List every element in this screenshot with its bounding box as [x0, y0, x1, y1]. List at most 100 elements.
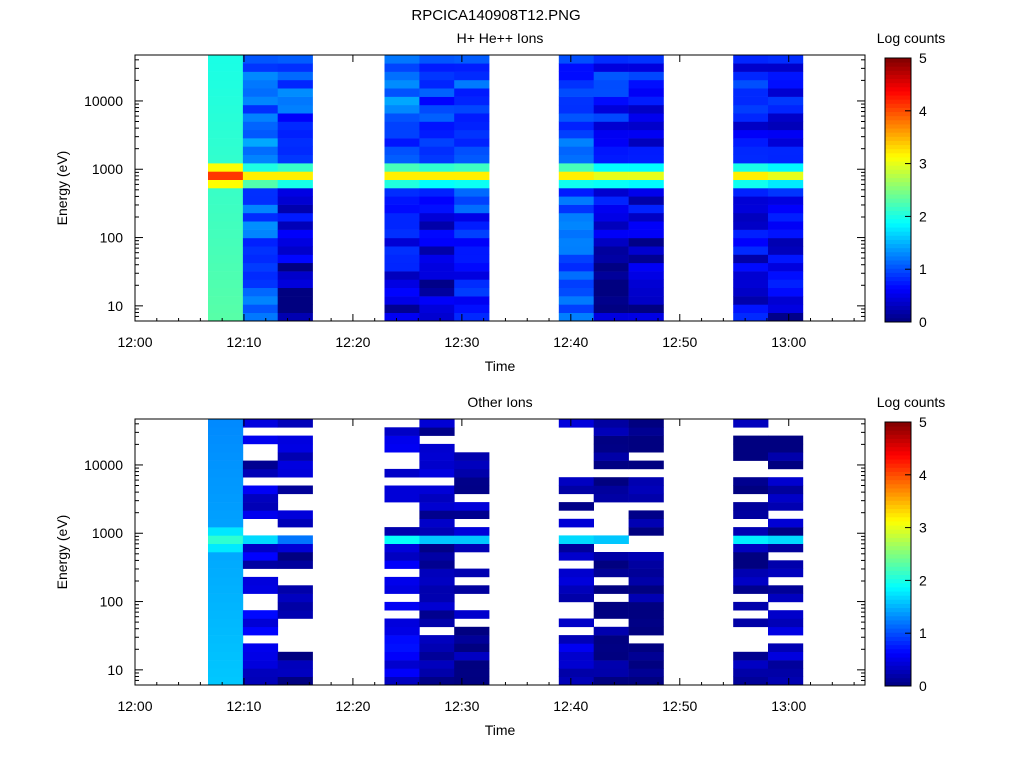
heatmap-cell — [208, 626, 244, 636]
panel-2: 12:00 12:10 12:20 12:30 12:40 12:50 13:0010100… — [54, 394, 945, 738]
heatmap-cell — [733, 88, 769, 97]
heatmap-cell — [277, 96, 313, 106]
heatmap-cell — [242, 163, 279, 172]
colorbar-segment — [885, 681, 911, 687]
heatmap-cell — [277, 651, 313, 661]
colorbar-segment — [885, 309, 911, 315]
heatmap-cell — [768, 96, 804, 106]
colorbar-segment — [885, 66, 911, 71]
colorbar-segment — [885, 115, 911, 121]
heatmap-cell — [277, 146, 313, 155]
heatmap-cell — [277, 121, 313, 131]
heatmap-cell — [593, 179, 629, 189]
heatmap-cell — [733, 477, 769, 486]
heatmap-cell — [593, 55, 629, 64]
heatmap-cell — [242, 204, 279, 214]
heatmap-cells — [208, 55, 804, 322]
heatmap-cell — [242, 626, 279, 636]
colorbar-tick-label: 5 — [919, 50, 927, 66]
heatmap-cell — [733, 221, 769, 230]
heatmap-cell — [208, 660, 244, 669]
heatmap-cell — [558, 204, 594, 214]
heatmap-cell — [242, 246, 279, 255]
heatmap-cell — [277, 237, 313, 247]
heatmap-cell — [384, 204, 420, 214]
x-tick-label: 12:40 — [553, 698, 588, 714]
heatmap-cell — [593, 254, 629, 264]
heatmap-cell — [628, 121, 664, 131]
heatmap-cell — [558, 221, 594, 230]
heatmap-cell — [242, 535, 279, 544]
colorbar-frame — [884, 57, 912, 323]
heatmap-cell — [208, 543, 244, 553]
heatmap-cell — [384, 535, 420, 544]
heatmap-cell — [242, 79, 279, 89]
heatmap-cell — [558, 254, 594, 264]
heatmap-cell — [558, 618, 594, 628]
heatmap-cell — [277, 254, 313, 264]
colorbar-segment — [885, 243, 911, 249]
heatmap-cell — [384, 113, 420, 122]
heatmap-cell — [454, 626, 490, 636]
heatmap-cell — [242, 271, 279, 280]
heatmap-cell — [558, 96, 594, 106]
heatmap-cell — [558, 312, 594, 322]
heatmap-cell — [208, 79, 244, 89]
heatmap-cell — [768, 262, 804, 272]
heatmap-cell — [208, 635, 244, 644]
heatmap-cell — [454, 568, 490, 578]
heatmap-cell — [593, 651, 629, 661]
colorbar-segment — [885, 185, 911, 191]
heatmap-cell — [384, 271, 420, 280]
heatmap-cell — [733, 585, 769, 594]
x-tick-label: 12:40 — [553, 334, 588, 350]
x-tick-label: 13:00 — [771, 334, 806, 350]
heatmap-cell — [593, 568, 629, 578]
x-tick-label: 13:00 — [771, 698, 806, 714]
heatmap-cell — [454, 96, 490, 106]
heatmap-cell — [593, 129, 629, 139]
heatmap-cell — [733, 560, 769, 569]
heatmap-cell — [384, 212, 420, 222]
heatmap-cell — [242, 104, 279, 114]
heatmap-cell — [733, 312, 769, 322]
heatmap-cell — [558, 518, 594, 528]
heatmap-cell — [384, 138, 420, 147]
heatmap-cell — [208, 296, 244, 305]
heatmap-cell — [454, 676, 490, 686]
colorbar-segment — [885, 430, 911, 435]
colorbar-segment — [885, 521, 911, 526]
heatmap-cell — [558, 304, 594, 313]
colorbar-segment — [885, 599, 911, 604]
heatmap-cell — [208, 121, 244, 131]
heatmap-cell — [277, 443, 313, 453]
colorbar-tick-label: 2 — [919, 208, 927, 224]
heatmap-cell — [242, 63, 279, 72]
colorbar-segment — [885, 533, 911, 538]
heatmap-cell — [242, 71, 279, 81]
heatmap-cell — [593, 626, 629, 636]
heatmap-cell — [277, 510, 313, 519]
heatmap-cell — [628, 610, 664, 619]
heatmap-cell — [384, 221, 420, 230]
heatmap-cell — [242, 304, 279, 313]
heatmap-cell — [242, 221, 279, 230]
data-block — [384, 55, 420, 322]
x-tick-label: 12:50 — [662, 698, 697, 714]
heatmap-cell — [558, 651, 594, 661]
colorbar-segment — [885, 99, 911, 104]
colorbar-segment — [885, 566, 911, 571]
colorbar-segment — [885, 82, 911, 88]
heatmap-cell — [768, 163, 804, 172]
heatmap-cell — [454, 610, 490, 619]
heatmap-cell — [768, 660, 804, 669]
heatmap-cell — [277, 262, 313, 272]
heatmap-cell — [419, 96, 455, 106]
heatmap-cell — [454, 113, 490, 122]
heatmap-cell — [384, 96, 420, 106]
heatmap-cell — [454, 460, 490, 470]
heatmap-cell — [558, 246, 594, 255]
colorbar-segment — [885, 467, 911, 472]
heatmap-cell — [242, 668, 279, 677]
heatmap-cell — [208, 460, 244, 470]
